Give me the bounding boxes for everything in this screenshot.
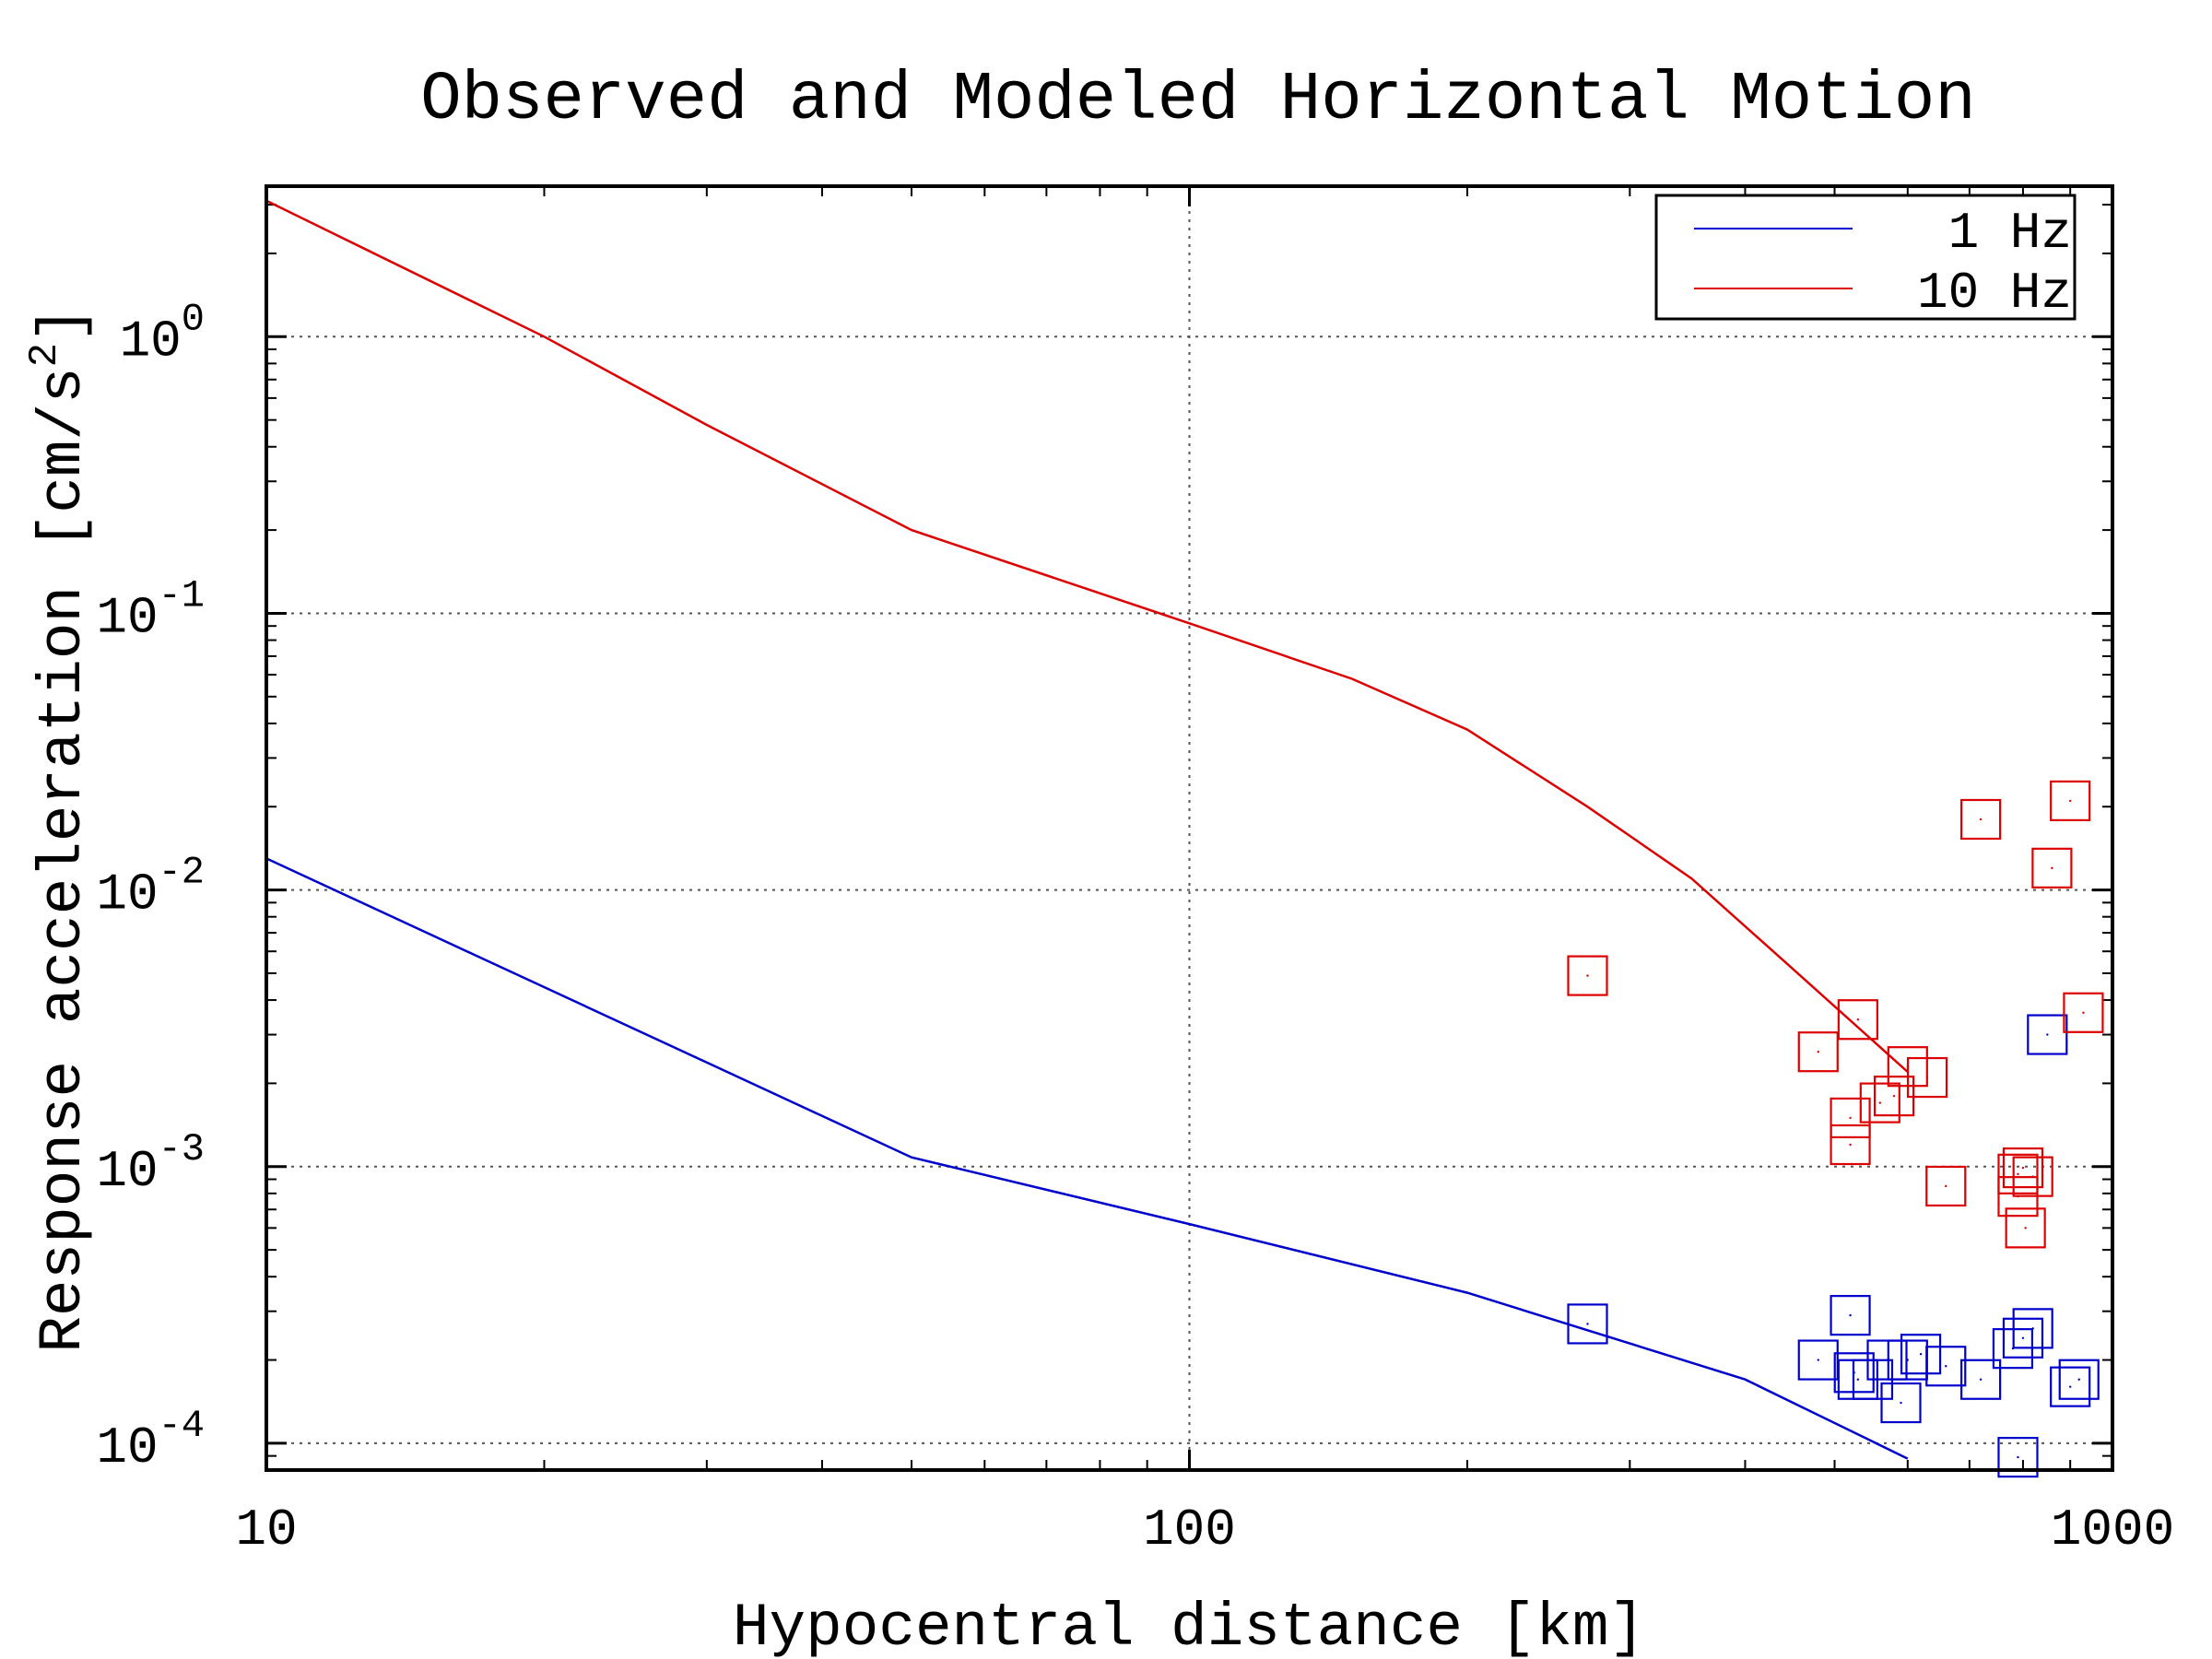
x-tick-label: 1000 (2051, 1500, 2174, 1559)
observed-point-10hz (1849, 1143, 1852, 1147)
observed-marker-10hz (2063, 992, 2104, 1033)
observed-point-10hz (1878, 1101, 1882, 1104)
observed-point-1hz (1586, 1323, 1589, 1325)
observed-point-10hz (2031, 1175, 2034, 1178)
observed-marker-1hz (2002, 1317, 2044, 1359)
observed-marker-10hz (2002, 1147, 2044, 1189)
y-axis-label-superscript: 2 (22, 343, 68, 367)
observed-point-1hz (1945, 1365, 1947, 1368)
observed-marker-10hz (2012, 1156, 2053, 1197)
observed-point-10hz (1945, 1184, 1947, 1188)
y-tick-base: 10 (96, 865, 158, 924)
x-axis-label: Hypocentral distance [km] (733, 1594, 1645, 1659)
y-tick-exponent: -4 (159, 1404, 205, 1448)
x-axis-ticks: 10 100 1000 (235, 186, 2174, 1559)
plot-series (265, 199, 2104, 1478)
observed-point-1hz (2021, 1336, 2025, 1339)
legend-label-1hz: 1 Hz (1948, 204, 2072, 263)
observed-point-1hz (2077, 1378, 2080, 1381)
series-10hz (265, 199, 2104, 1249)
observed-point-10hz (2017, 1172, 2019, 1176)
observed-marker-10hz (1567, 955, 1608, 996)
observed-marker-1hz (1866, 1339, 1908, 1381)
y-axis-label-text: Response acceleration [cm/s (29, 367, 98, 1352)
observed-marker-10hz (1997, 1153, 2039, 1194)
observed-point-1hz (2017, 1455, 2019, 1459)
observed-point-10hz (1925, 1076, 1929, 1079)
x-tick-label: 100 (1143, 1500, 1236, 1559)
observed-marker-10hz (1960, 798, 2002, 841)
observed-point-1hz (1919, 1352, 1923, 1356)
chart-title: Observed and Modeled Horizontal Motion (420, 62, 1975, 139)
observed-point-1hz (1856, 1378, 1860, 1381)
observed-marker-1hz (1925, 1346, 1967, 1387)
y-tick-base: 10 (96, 1142, 158, 1201)
observed-point-1hz (2068, 1385, 2072, 1388)
series-1hz (265, 857, 2100, 1478)
observed-point-10hz (1817, 1051, 1819, 1053)
observed-marker-10hz (1830, 1097, 1871, 1139)
observed-marker-1hz (2027, 1014, 2068, 1055)
y-tick-exponent: -2 (159, 851, 205, 895)
observed-point-10hz (2068, 799, 2072, 803)
observed-point-1hz (1817, 1359, 1819, 1361)
observed-point-1hz (1900, 1401, 1902, 1405)
observed-point-1hz (1906, 1359, 1910, 1361)
observed-marker-1hz (1830, 1295, 1871, 1336)
observed-point-10hz (2051, 866, 2053, 870)
y-tick-exponent: -1 (159, 573, 205, 618)
observed-marker-10hz (1859, 1082, 1900, 1124)
observed-marker-1hz (1997, 1437, 2039, 1478)
observed-marker-1hz (2058, 1359, 2100, 1400)
observed-point-1hz (1979, 1378, 1983, 1381)
observed-marker-10hz (2005, 1207, 2046, 1249)
y-tick-base: 10 (96, 588, 158, 647)
y-tick-label: 10-2 (96, 851, 205, 924)
observed-point-1hz (1849, 1313, 1852, 1317)
observed-marker-10hz (1906, 1056, 1948, 1099)
observed-marker-10hz (2031, 847, 2073, 888)
observed-marker-10hz (1830, 1124, 1871, 1166)
observed-point-10hz (1856, 1018, 1860, 1021)
legend: 1 Hz 10 Hz (1654, 194, 2077, 323)
y-axis-label-close: ] (29, 306, 98, 343)
y-tick-label: 10-1 (96, 573, 205, 647)
observed-point-10hz (1979, 818, 1983, 821)
observed-point-1hz (2031, 1327, 2034, 1330)
observed-marker-10hz (1925, 1165, 1967, 1207)
observed-marker-1hz (2050, 1366, 2091, 1407)
y-axis-label: Response acceleration [cm/s2] (22, 306, 98, 1352)
observed-marker-1hz (1880, 1382, 1922, 1424)
y-tick-label: 10-3 (96, 1127, 205, 1201)
observed-point-1hz (2046, 1033, 2049, 1036)
observed-point-10hz (2021, 1166, 2025, 1170)
x-tick-label: 10 (235, 1500, 297, 1559)
y-tick-label: 10-4 (96, 1404, 205, 1477)
y-tick-base: 10 (120, 312, 182, 371)
observed-marker-10hz (1837, 999, 1878, 1041)
observed-point-10hz (1586, 974, 1589, 977)
observed-marker-10hz (2050, 780, 2091, 821)
observed-point-10hz (2024, 1227, 2027, 1230)
model-line-1hz (265, 857, 1909, 1460)
observed-marker-1hz (1567, 1303, 1608, 1345)
y-tick-base: 10 (96, 1418, 158, 1477)
y-tick-label: 100 (120, 297, 205, 371)
y-tick-exponent: -3 (159, 1127, 205, 1171)
observed-marker-1hz (2012, 1308, 2053, 1349)
observed-marker-1hz (1900, 1334, 1942, 1375)
legend-label-10hz: 10 Hz (1917, 264, 2072, 323)
observed-point-10hz (1892, 1094, 1896, 1098)
observed-point-10hz (1849, 1116, 1852, 1120)
model-line-10hz (265, 199, 1909, 1073)
observed-marker-10hz (1797, 1031, 1839, 1073)
observed-point-10hz (2082, 1011, 2085, 1014)
legend-box (1654, 194, 2077, 321)
observed-marker-1hz (1960, 1359, 2002, 1400)
y-tick-exponent: 0 (182, 297, 205, 341)
grid-lines (266, 186, 2112, 1470)
